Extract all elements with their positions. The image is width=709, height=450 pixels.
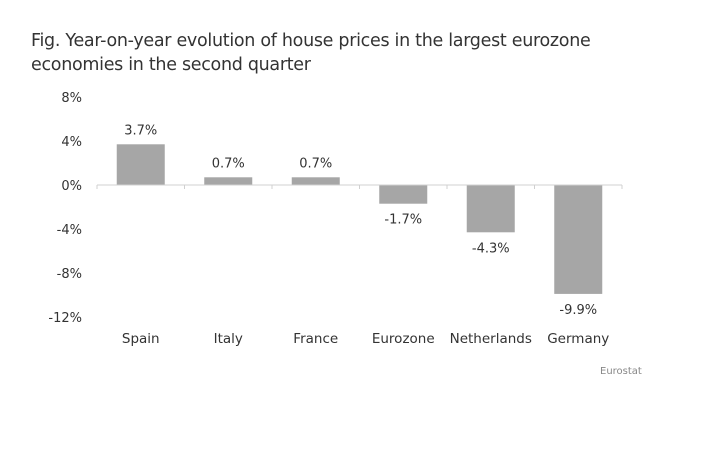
- chart-title: Fig. Year-on-year evolution of house pri…: [31, 31, 591, 75]
- bar-germany: [554, 185, 603, 294]
- y-tick-label: 4%: [61, 135, 82, 150]
- category-label: Netherlands: [450, 331, 532, 347]
- source-note: Eurostat: [600, 366, 642, 377]
- category-label: Spain: [122, 331, 160, 347]
- y-tick-label: 8%: [61, 91, 82, 106]
- y-tick-label: -12%: [48, 311, 82, 326]
- data-label: 3.7%: [124, 123, 157, 138]
- data-label: -9.9%: [559, 303, 597, 318]
- category-label: Eurozone: [372, 331, 435, 347]
- category-label: Italy: [214, 331, 243, 347]
- x-axis: [96, 184, 623, 189]
- category-label: France: [293, 331, 338, 347]
- y-tick-label: 0%: [61, 179, 82, 194]
- category-label: Germany: [547, 331, 609, 347]
- bar-italy: [204, 177, 253, 185]
- data-label: 0.7%: [299, 156, 332, 171]
- data-label: -1.7%: [384, 213, 422, 228]
- y-axis: 8% 4% 0% -4% -8% -12%: [48, 91, 82, 326]
- y-tick-label: -8%: [57, 267, 82, 282]
- data-label: -4.3%: [472, 241, 510, 256]
- bar-spain: [116, 144, 165, 185]
- bar-eurozone: [379, 185, 428, 204]
- bar-netherlands: [466, 185, 515, 233]
- bar-france: [291, 177, 340, 185]
- category-labels: Spain Italy France Eurozone Netherlands Germa…: [122, 331, 609, 347]
- bars: [116, 144, 603, 294]
- data-labels: 3.7% 0.7% 0.7% -1.7% -4.3% -9.9%: [124, 123, 597, 318]
- y-tick-label: -4%: [57, 223, 82, 238]
- data-label: 0.7%: [212, 156, 245, 171]
